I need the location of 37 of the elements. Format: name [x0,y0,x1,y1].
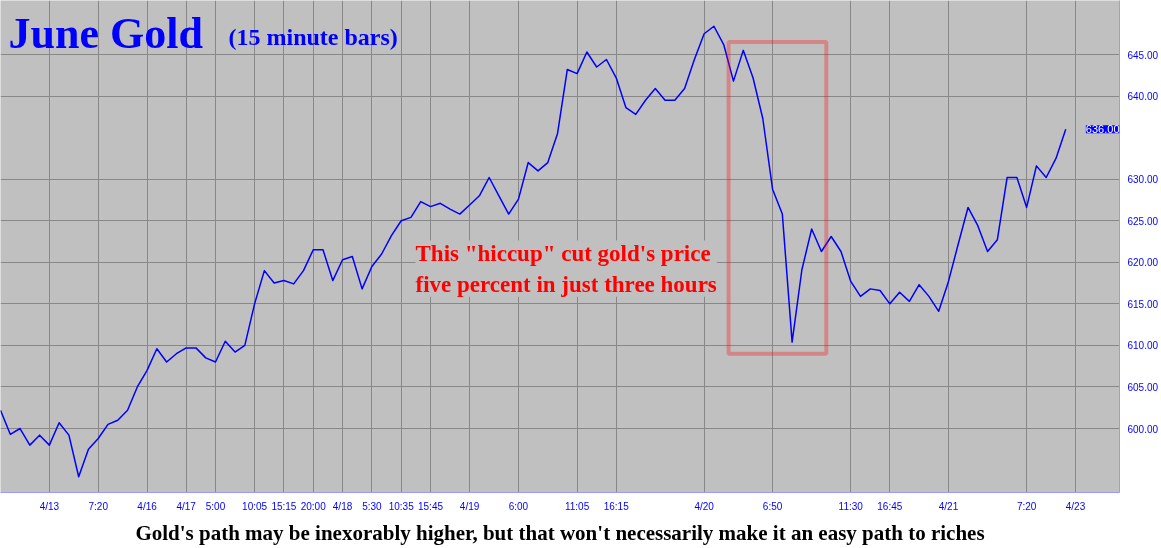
x-tick-label: 10:35 [388,500,415,512]
y-tick-label: 640.00 [1127,91,1159,103]
x-tick-label: 7:20 [1016,500,1037,512]
y-tick-label: 600.00 [1127,423,1159,435]
x-tick-label: 5:30 [362,500,383,512]
x-tick-label: 4/17 [176,500,197,512]
x-tick-label: 10:05 [242,500,268,512]
x-tick-label: 4/18 [332,500,353,512]
x-tick-label: 4/20 [694,500,715,512]
y-tick-label: 610.00 [1127,340,1159,352]
x-tick-label: 20:00 [300,500,327,512]
x-tick-label: 16:45 [877,500,903,512]
x-tick-label: 4/13 [39,500,60,512]
x-tick-label: 16:15 [603,500,630,512]
chart-title: June Gold [8,8,203,58]
x-tick-label: 6:00 [508,500,529,512]
x-tick-label: 6:50 [762,500,783,512]
x-tick-label: 11:05 [564,500,590,512]
x-tick-label: 15:15 [271,500,297,512]
x-tick-label: 15:45 [418,500,444,512]
y-tick-label: 630.00 [1127,174,1159,186]
x-tick-label: 7:20 [88,500,109,512]
y-tick-label: 620.00 [1127,257,1159,269]
x-tick-label: 4/21 [938,500,959,512]
text: Gold's path may be inexorably higher, but that won't necessarily make it an easy path to riches [135,520,985,545]
annotation: This "hiccup" cut gold's price five percent in just three hours [415,240,717,297]
x-tick-label: 11:30 [838,500,864,512]
x-tick-label: 5:00 [205,500,226,512]
x-tick-label: 4/16 [137,500,158,512]
y-tick-label: 605.00 [1127,381,1159,393]
y-tick-label: 645.00 [1127,49,1159,61]
text: (15 minute bars) [228,23,398,50]
x-tick-label: 4/19 [459,500,480,512]
y-tick-label: 615.00 [1127,298,1159,310]
text: 636.00 [1085,123,1120,136]
y-tick-label: 625.00 [1127,215,1159,227]
x-tick-label: 4/23 [1065,500,1086,512]
